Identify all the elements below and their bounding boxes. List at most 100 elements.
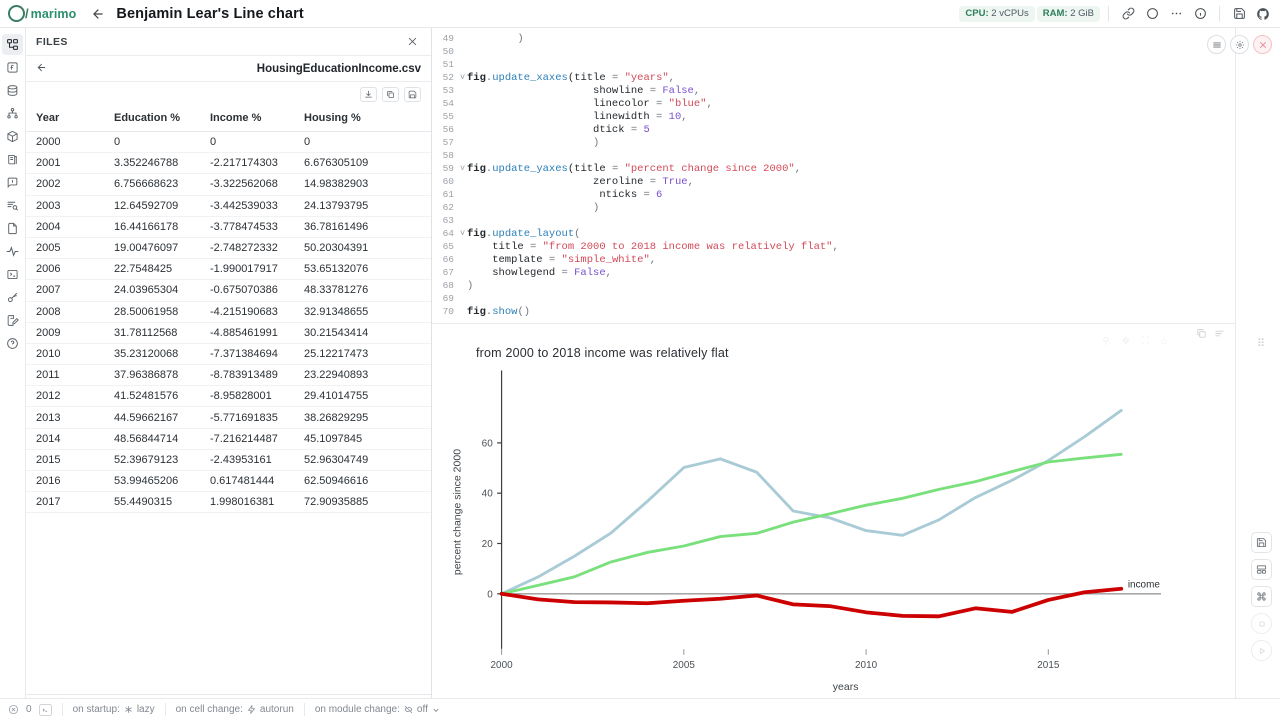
search-list-icon[interactable] <box>2 195 23 216</box>
more-horizontal-icon[interactable] <box>1165 3 1187 25</box>
copy-icon[interactable] <box>382 86 399 102</box>
activity-icon[interactable] <box>2 241 23 262</box>
terminal-icon[interactable] <box>38 703 52 716</box>
code-line[interactable]: 52 v fig.update_xaxes(title = "years", <box>432 71 1235 84</box>
table-row[interactable]: 2012 41.52481576 -8.95828001 29.41014755 <box>26 385 431 408</box>
play-icon[interactable] <box>1251 640 1272 661</box>
table-row[interactable]: 2015 52.39679123 -2.43953161 52.96304749 <box>26 449 431 472</box>
autoscale-icon[interactable]: ⛶ <box>1141 336 1149 347</box>
close-icon[interactable] <box>1253 35 1272 54</box>
table-row[interactable]: 2004 16.44166178 -3.778474533 36.78161496 <box>26 216 431 238</box>
code-line[interactable]: 51 <box>432 58 1235 71</box>
drag-grip-icon[interactable]: ⠿ <box>1256 338 1265 350</box>
fold-toggle-icon[interactable]: v <box>460 73 465 82</box>
code-line[interactable]: 65 title = "from 2000 to 2018 income was… <box>432 240 1235 253</box>
code-cell[interactable]: 49 ) 50 51 52 v fig.update_xaxes(title = "yea… <box>432 28 1235 324</box>
column-header-income[interactable]: Income % <box>210 106 304 132</box>
download-icon[interactable] <box>360 86 377 102</box>
code-line[interactable]: 60 zeroline = True, <box>432 175 1235 188</box>
code-line[interactable]: 49 ) <box>432 32 1235 45</box>
network-graph-icon[interactable] <box>2 103 23 124</box>
back-button[interactable] <box>88 4 108 24</box>
table-row[interactable]: 2002 6.756668623 -3.322562068 14.98382903 <box>26 173 431 196</box>
code-line[interactable]: 58 <box>432 149 1235 162</box>
table-row[interactable]: 2005 19.00476097 -2.748272332 50.20304391 <box>26 237 431 260</box>
stop-icon[interactable] <box>1251 613 1272 634</box>
terminal-icon[interactable] <box>2 264 23 285</box>
table-row[interactable]: 2010 35.23120068 -7.371384694 25.12217473 <box>26 343 431 366</box>
series-line[interactable] <box>500 452 1123 596</box>
info-icon[interactable] <box>1189 3 1211 25</box>
list-icon[interactable] <box>1214 328 1225 342</box>
cell-change-setting[interactable]: on cell change: autorun <box>176 704 294 715</box>
series-line[interactable] <box>500 408 1123 596</box>
code-line[interactable]: 67 showlegend = False, <box>432 266 1235 279</box>
column-header-housing[interactable]: Housing % <box>304 106 431 132</box>
command-icon[interactable] <box>1251 586 1272 607</box>
code-line[interactable]: 63 <box>432 214 1235 227</box>
code-line[interactable]: 68) <box>432 279 1235 292</box>
gear-icon[interactable] <box>1230 35 1249 54</box>
table-row[interactable]: 2008 28.50061958 -4.215190683 32.91348655 <box>26 301 431 323</box>
save-icon[interactable] <box>1251 532 1272 553</box>
code-line[interactable]: 61 nticks = 6 <box>432 188 1235 201</box>
reset-icon[interactable]: ⌂ <box>1160 336 1167 347</box>
edit-icon[interactable] <box>2 310 23 331</box>
table-cell: 16.44166178 <box>114 216 210 238</box>
fold-toggle-icon[interactable]: v <box>460 164 465 173</box>
table-row[interactable]: 2000 0 0 0 <box>26 131 431 154</box>
code-line[interactable]: 53 showline = False, <box>432 84 1235 97</box>
code-line[interactable]: 69 <box>432 292 1235 305</box>
fold-toggle-icon[interactable]: v <box>460 229 465 238</box>
code-line[interactable]: 56 dtick = 5 <box>432 123 1235 136</box>
file-tree-icon[interactable] <box>2 34 23 55</box>
save-icon[interactable] <box>1228 3 1250 25</box>
function-icon[interactable] <box>2 57 23 78</box>
series-line[interactable] <box>499 586 1124 619</box>
code-line[interactable]: 50 <box>432 45 1235 58</box>
code-line[interactable]: 62 ) <box>432 201 1235 214</box>
startup-setting[interactable]: on startup: lazy <box>73 704 155 715</box>
list-icon[interactable] <box>1207 35 1226 54</box>
file-icon[interactable] <box>2 218 23 239</box>
close-icon[interactable] <box>403 33 421 51</box>
column-header-education[interactable]: Education % <box>114 106 210 132</box>
table-row[interactable]: 2003 12.64592709 -3.442539033 24.13793795 <box>26 195 431 217</box>
github-icon[interactable] <box>1252 3 1274 25</box>
pan-icon[interactable]: ✥ <box>1121 336 1130 347</box>
table-row[interactable]: 2001 3.352246788 -2.217174303 6.676305109 <box>26 152 431 175</box>
circle-icon[interactable] <box>1141 3 1163 25</box>
module-change-setting[interactable]: on module change: off <box>315 704 440 715</box>
column-header-year[interactable]: Year <box>26 106 114 132</box>
layout-icon[interactable] <box>1251 559 1272 580</box>
table-row[interactable]: 2013 44.59662167 -5.771691835 38.26829295 <box>26 406 431 429</box>
code-line[interactable]: 57 ) <box>432 136 1235 149</box>
table-row[interactable]: 2016 53.99465206 0.617481444 62.50946616 <box>26 470 431 493</box>
chat-icon[interactable] <box>2 172 23 193</box>
documentation-icon[interactable] <box>2 149 23 170</box>
package-icon[interactable] <box>2 126 23 147</box>
zoom-in-icon[interactable]: ⚲ <box>1102 336 1110 347</box>
code-line[interactable]: 70 fig.show() <box>432 305 1235 318</box>
table-row[interactable]: 2017 55.4490315 1.998016381 72.90935885 <box>26 491 431 514</box>
help-icon[interactable] <box>2 333 23 354</box>
key-icon[interactable] <box>2 287 23 308</box>
line-chart[interactable]: 0 20 40 60 2000 2005 2010 2015 income percent cha… <box>432 324 1235 720</box>
database-icon[interactable] <box>2 80 23 101</box>
code-line[interactable]: 64 v fig.update_layout( <box>432 227 1235 240</box>
code-line[interactable]: 59 v fig.update_yaxes(title = "percent cha… <box>432 162 1235 175</box>
table-row[interactable]: 2009 31.78112568 -4.885461991 30.21543414 <box>26 322 431 344</box>
code-line[interactable]: 66 template = "simple_white", <box>432 253 1235 266</box>
error-circle-icon[interactable] <box>8 704 19 715</box>
table-row[interactable]: 2007 24.03965304 -0.675070386 48.33781276 <box>26 279 431 302</box>
save-icon[interactable] <box>404 86 421 102</box>
table-row[interactable]: 2014 48.56844714 -7.216214487 45.1097845 <box>26 428 431 450</box>
link-icon[interactable] <box>1117 3 1139 25</box>
code-line[interactable]: 55 linewidth = 10, <box>432 110 1235 123</box>
copy-icon[interactable] <box>1196 328 1207 342</box>
table-row[interactable]: 2006 22.7548425 -1.990017917 53.65132076 <box>26 258 431 281</box>
file-breadcrumb: HousingEducationIncome.csv <box>26 56 431 82</box>
table-row[interactable]: 2011 37.96386878 -8.783913489 23.22940893 <box>26 364 431 387</box>
code-line[interactable]: 54 linecolor = "blue", <box>432 97 1235 110</box>
files-back-button[interactable] <box>32 62 50 76</box>
